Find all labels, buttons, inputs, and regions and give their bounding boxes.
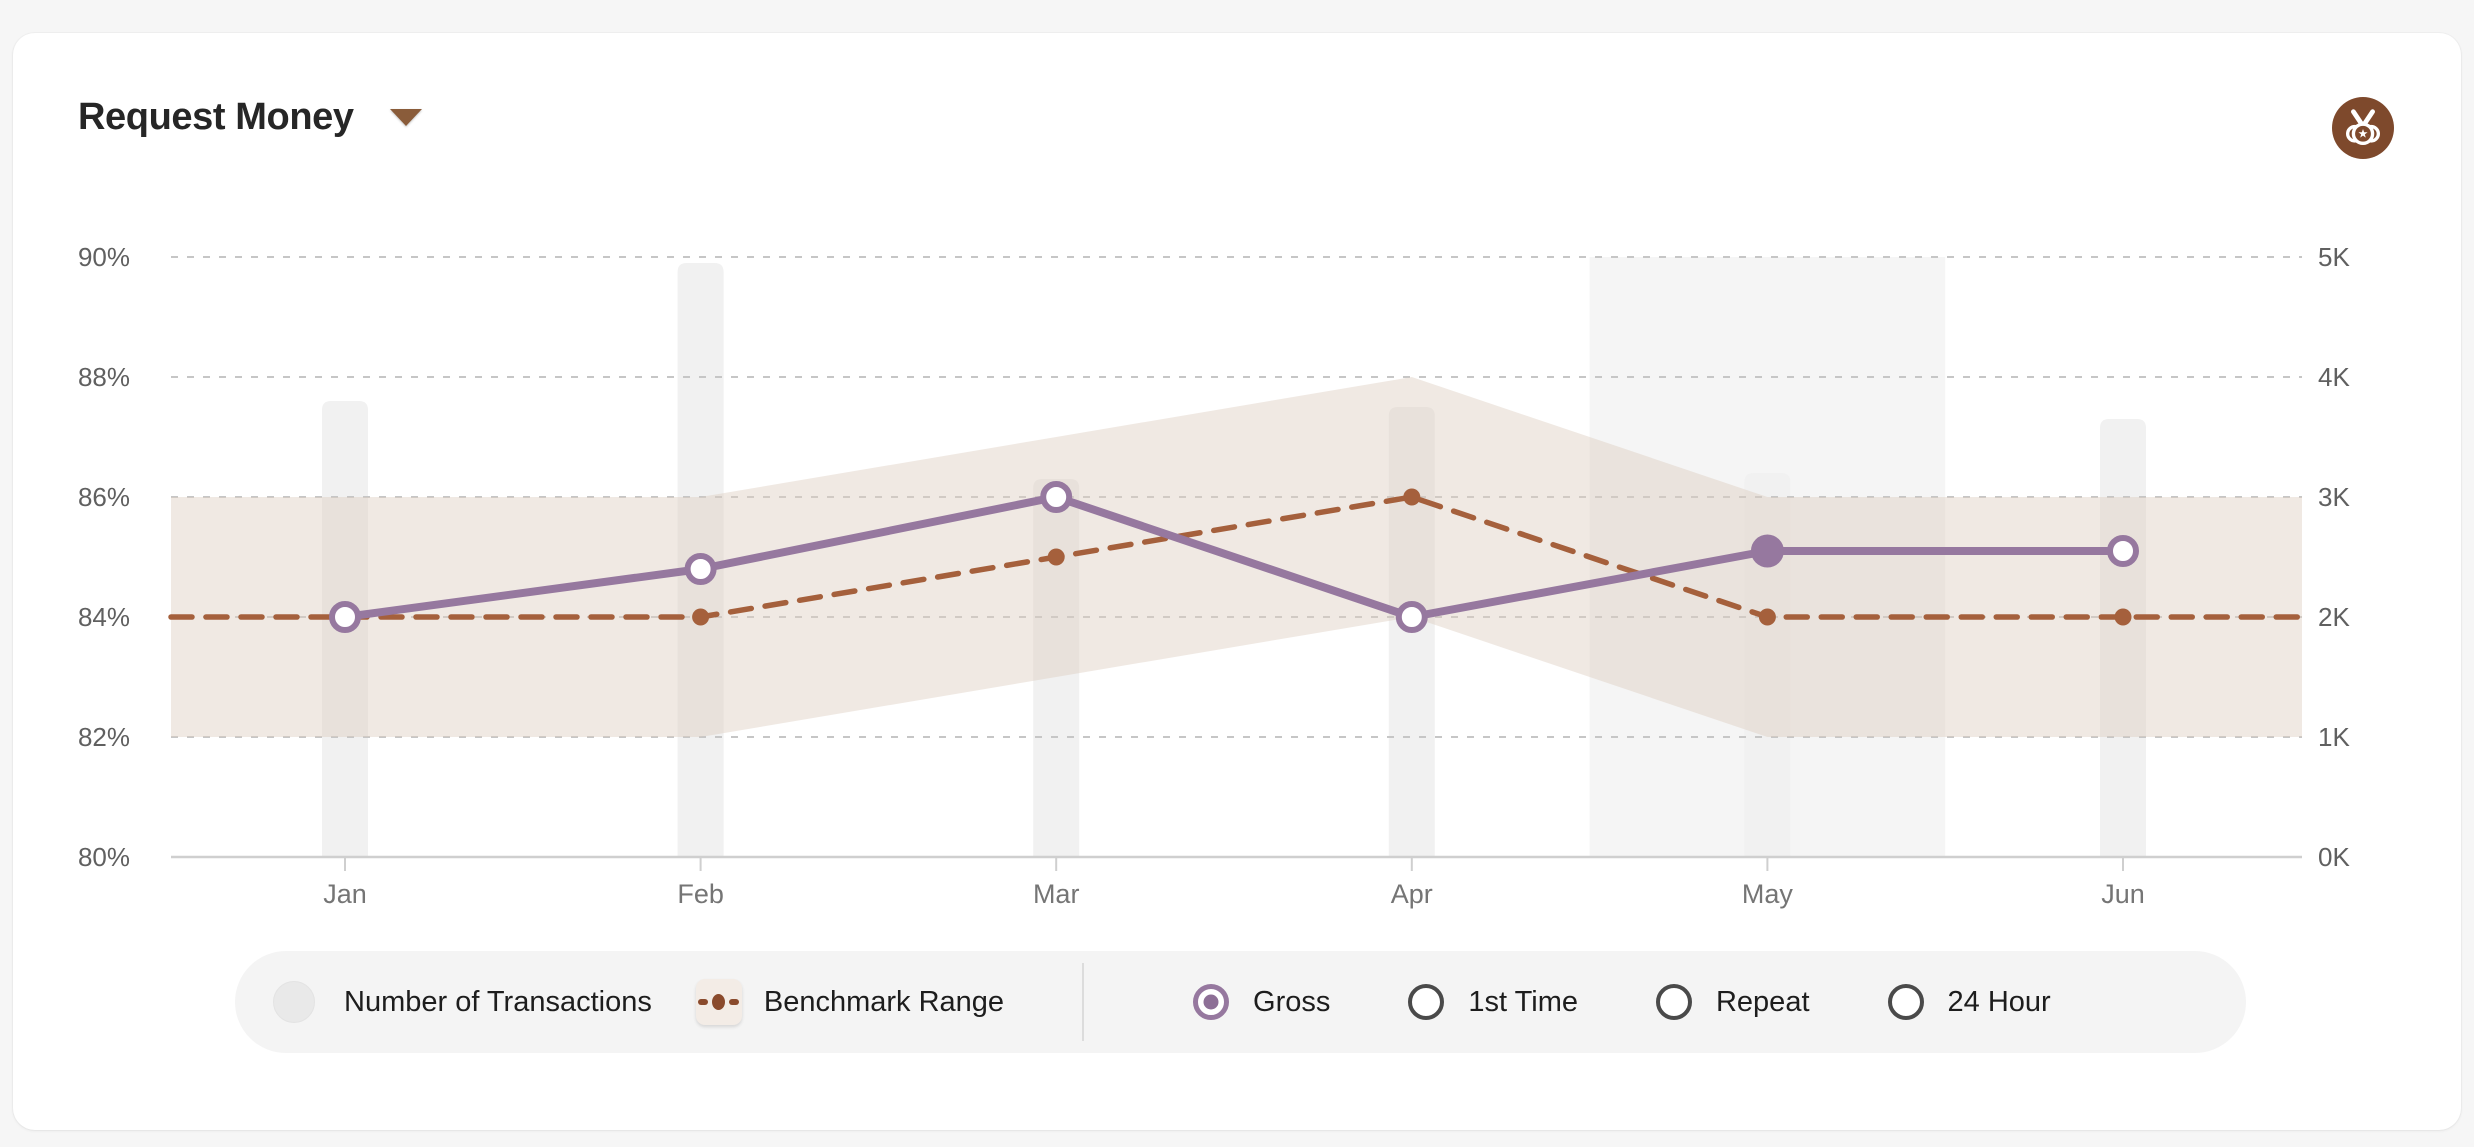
month-label-Apr: Apr	[1391, 879, 1433, 909]
month-label-Jan: Jan	[323, 879, 367, 909]
metric-radio-group: Gross 1st Time Repeat 24 Hour	[1193, 984, 2051, 1020]
radio-icon	[1193, 984, 1230, 1020]
medal-icon	[2345, 109, 2381, 146]
legend-label: Number of Transactions	[344, 985, 652, 1018]
page-title: Request Money	[78, 96, 354, 138]
bar-May[interactable]	[1744, 473, 1791, 857]
right-tick-label-2: 2K	[2318, 602, 2350, 632]
benchmark-line	[168, 494, 2305, 620]
radio-icon	[1655, 984, 1692, 1020]
chart-title-dropdown[interactable]: Request Money	[78, 96, 422, 139]
gross-point-Apr[interactable]	[1395, 601, 1428, 633]
gross-point-Jun[interactable]	[2107, 535, 2139, 567]
radio-repeat[interactable]: Repeat	[1655, 984, 1810, 1020]
gross-point-Mar[interactable]	[1040, 481, 1073, 513]
left-tick-label-90: 90%	[78, 242, 130, 272]
gross-point-Feb[interactable]	[684, 553, 717, 585]
benchmark-point-May	[1758, 608, 1776, 626]
right-tick-label-3: 3K	[2318, 482, 2350, 512]
bar-Mar[interactable]	[1033, 479, 1080, 857]
left-tick-label-80: 80%	[78, 842, 130, 872]
left-tick-label-88: 88%	[78, 362, 130, 392]
legend-toggle-transactions[interactable]: Number of Transactions	[273, 981, 652, 1023]
request-money-card	[13, 33, 2461, 1130]
bar-Jun[interactable]	[2100, 419, 2146, 857]
caret-down-icon	[389, 109, 422, 126]
legend-divider	[1082, 963, 1085, 1041]
left-tick-label-86: 86%	[78, 482, 130, 512]
benchmark-point-Jun	[2114, 608, 2132, 626]
radio-24-hour[interactable]: 24 Hour	[1887, 984, 2051, 1020]
benchmark-point-Feb	[692, 608, 710, 626]
month-label-May: May	[1742, 879, 1794, 909]
radio-icon	[1408, 984, 1445, 1020]
gross-line	[341, 493, 2127, 621]
left-tick-label-82: 82%	[78, 722, 130, 752]
month-label-Mar: Mar	[1033, 879, 1080, 909]
gross-point-Jan[interactable]	[329, 601, 361, 633]
month-label-Jun: Jun	[2101, 879, 2145, 909]
gross-point-May-active[interactable]	[1750, 534, 1784, 568]
benchmark-point-Mar	[1047, 548, 1065, 566]
radio-icon	[1887, 984, 1924, 1020]
right-tick-label-1: 1K	[2318, 722, 2350, 752]
legend-toggle-benchmark-range[interactable]: Benchmark Range	[695, 979, 1005, 1025]
right-tick-label-5: 5K	[2318, 242, 2350, 272]
right-tick-label-0: 0K	[2318, 842, 2350, 872]
left-tick-label-84: 84%	[78, 602, 130, 632]
benchmark-swatch-icon	[695, 979, 742, 1025]
radio-1st-time[interactable]: 1st Time	[1408, 984, 1578, 1020]
legend-label: Benchmark Range	[763, 985, 1005, 1018]
benchmark-badge-button[interactable]	[2332, 97, 2394, 159]
benchmark-point-Apr	[1403, 488, 1421, 506]
chart-legend: Number of Transactions Benchmark Range G…	[235, 951, 2246, 1053]
month-label-Feb: Feb	[677, 879, 724, 909]
transactions-swatch-icon	[273, 981, 315, 1023]
right-tick-label-4: 4K	[2318, 362, 2350, 392]
radio-gross[interactable]: Gross	[1193, 984, 1330, 1020]
